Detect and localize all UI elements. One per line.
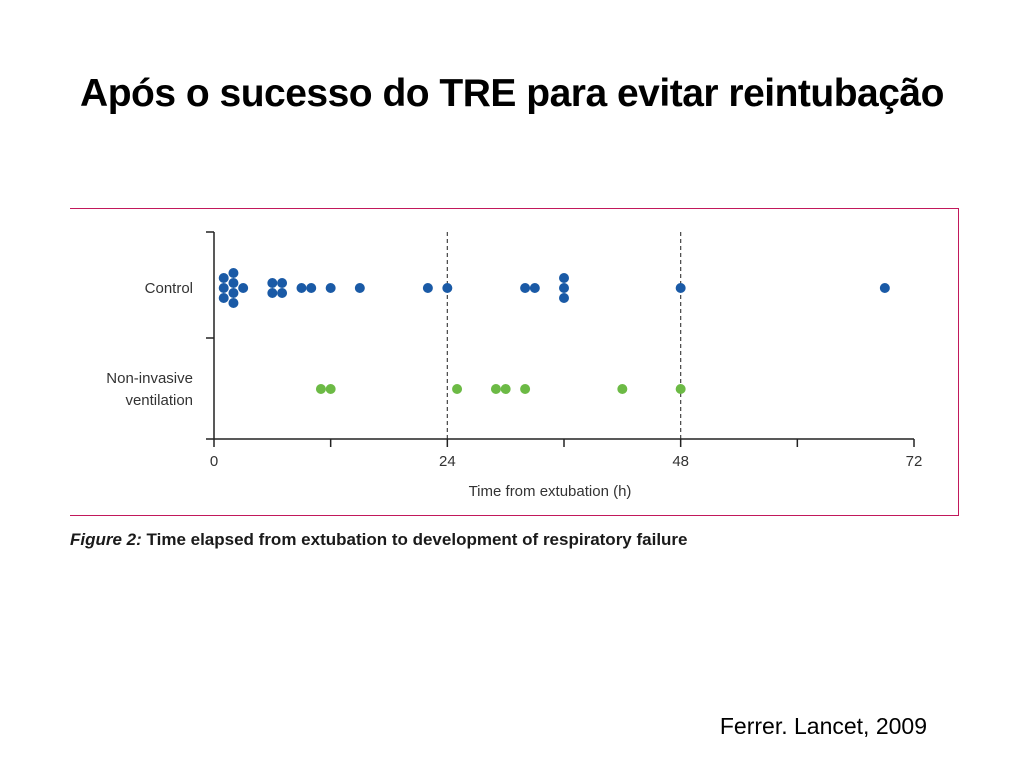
data-point-control-3 [228, 268, 239, 278]
data-point-control-4 [228, 278, 239, 288]
data-point-control-18 [520, 283, 531, 293]
x-tick-label-24: 24 [439, 453, 456, 470]
x-axis-label: Time from extubation (h) [469, 483, 632, 500]
figure-label: Figure 2: [70, 530, 142, 549]
data-point-control-1 [218, 283, 229, 293]
category-label-0: Control [145, 280, 193, 297]
data-point-control-5 [228, 288, 239, 298]
data-point-control-15 [354, 283, 365, 293]
data-point-niv-4 [500, 384, 511, 394]
data-point-control-11 [277, 288, 288, 298]
data-point-control-23 [675, 283, 686, 293]
x-tick-label-0: 0 [210, 453, 218, 470]
data-point-control-6 [228, 298, 239, 308]
citation: Ferrer. Lancet, 2009 [719, 713, 927, 739]
category-label-line: Non-invasive [106, 370, 193, 387]
data-point-control-24 [879, 283, 890, 293]
category-label-line: ventilation [125, 392, 193, 409]
data-point-niv-6 [617, 384, 628, 394]
data-point-control-22 [559, 293, 569, 303]
data-point-niv-2 [452, 384, 463, 394]
x-tick-label-72: 72 [906, 453, 923, 470]
data-point-control-10 [277, 278, 288, 288]
category-label-line: Control [145, 280, 193, 297]
figure-caption-text: Time elapsed from extubation to developm… [146, 530, 688, 549]
data-point-control-8 [267, 278, 278, 288]
data-point-control-21 [559, 283, 569, 293]
data-point-control-14 [325, 283, 336, 293]
data-point-control-19 [529, 283, 540, 293]
data-point-control-7 [238, 283, 249, 293]
figure-caption: Figure 2: Time elapsed from extubation t… [70, 530, 688, 550]
data-point-niv-7 [675, 384, 686, 394]
data-point-control-2 [218, 293, 229, 303]
data-point-control-17 [442, 283, 453, 293]
data-point-control-16 [422, 283, 433, 293]
data-point-control-12 [296, 283, 307, 293]
category-label-1: Non-invasive ventilation [106, 370, 193, 409]
data-point-niv-1 [325, 384, 336, 394]
data-point-control-0 [218, 273, 229, 283]
slide-title: Após o sucesso do TRE para evitar reintu… [80, 72, 944, 115]
data-point-control-13 [306, 283, 317, 293]
x-tick-label-48: 48 [672, 453, 689, 470]
data-point-control-20 [559, 273, 569, 283]
data-point-niv-5 [520, 384, 531, 394]
data-point-niv-3 [490, 384, 501, 394]
chart-frame [70, 208, 959, 516]
data-point-niv-0 [315, 384, 326, 394]
data-point-control-9 [267, 288, 278, 298]
